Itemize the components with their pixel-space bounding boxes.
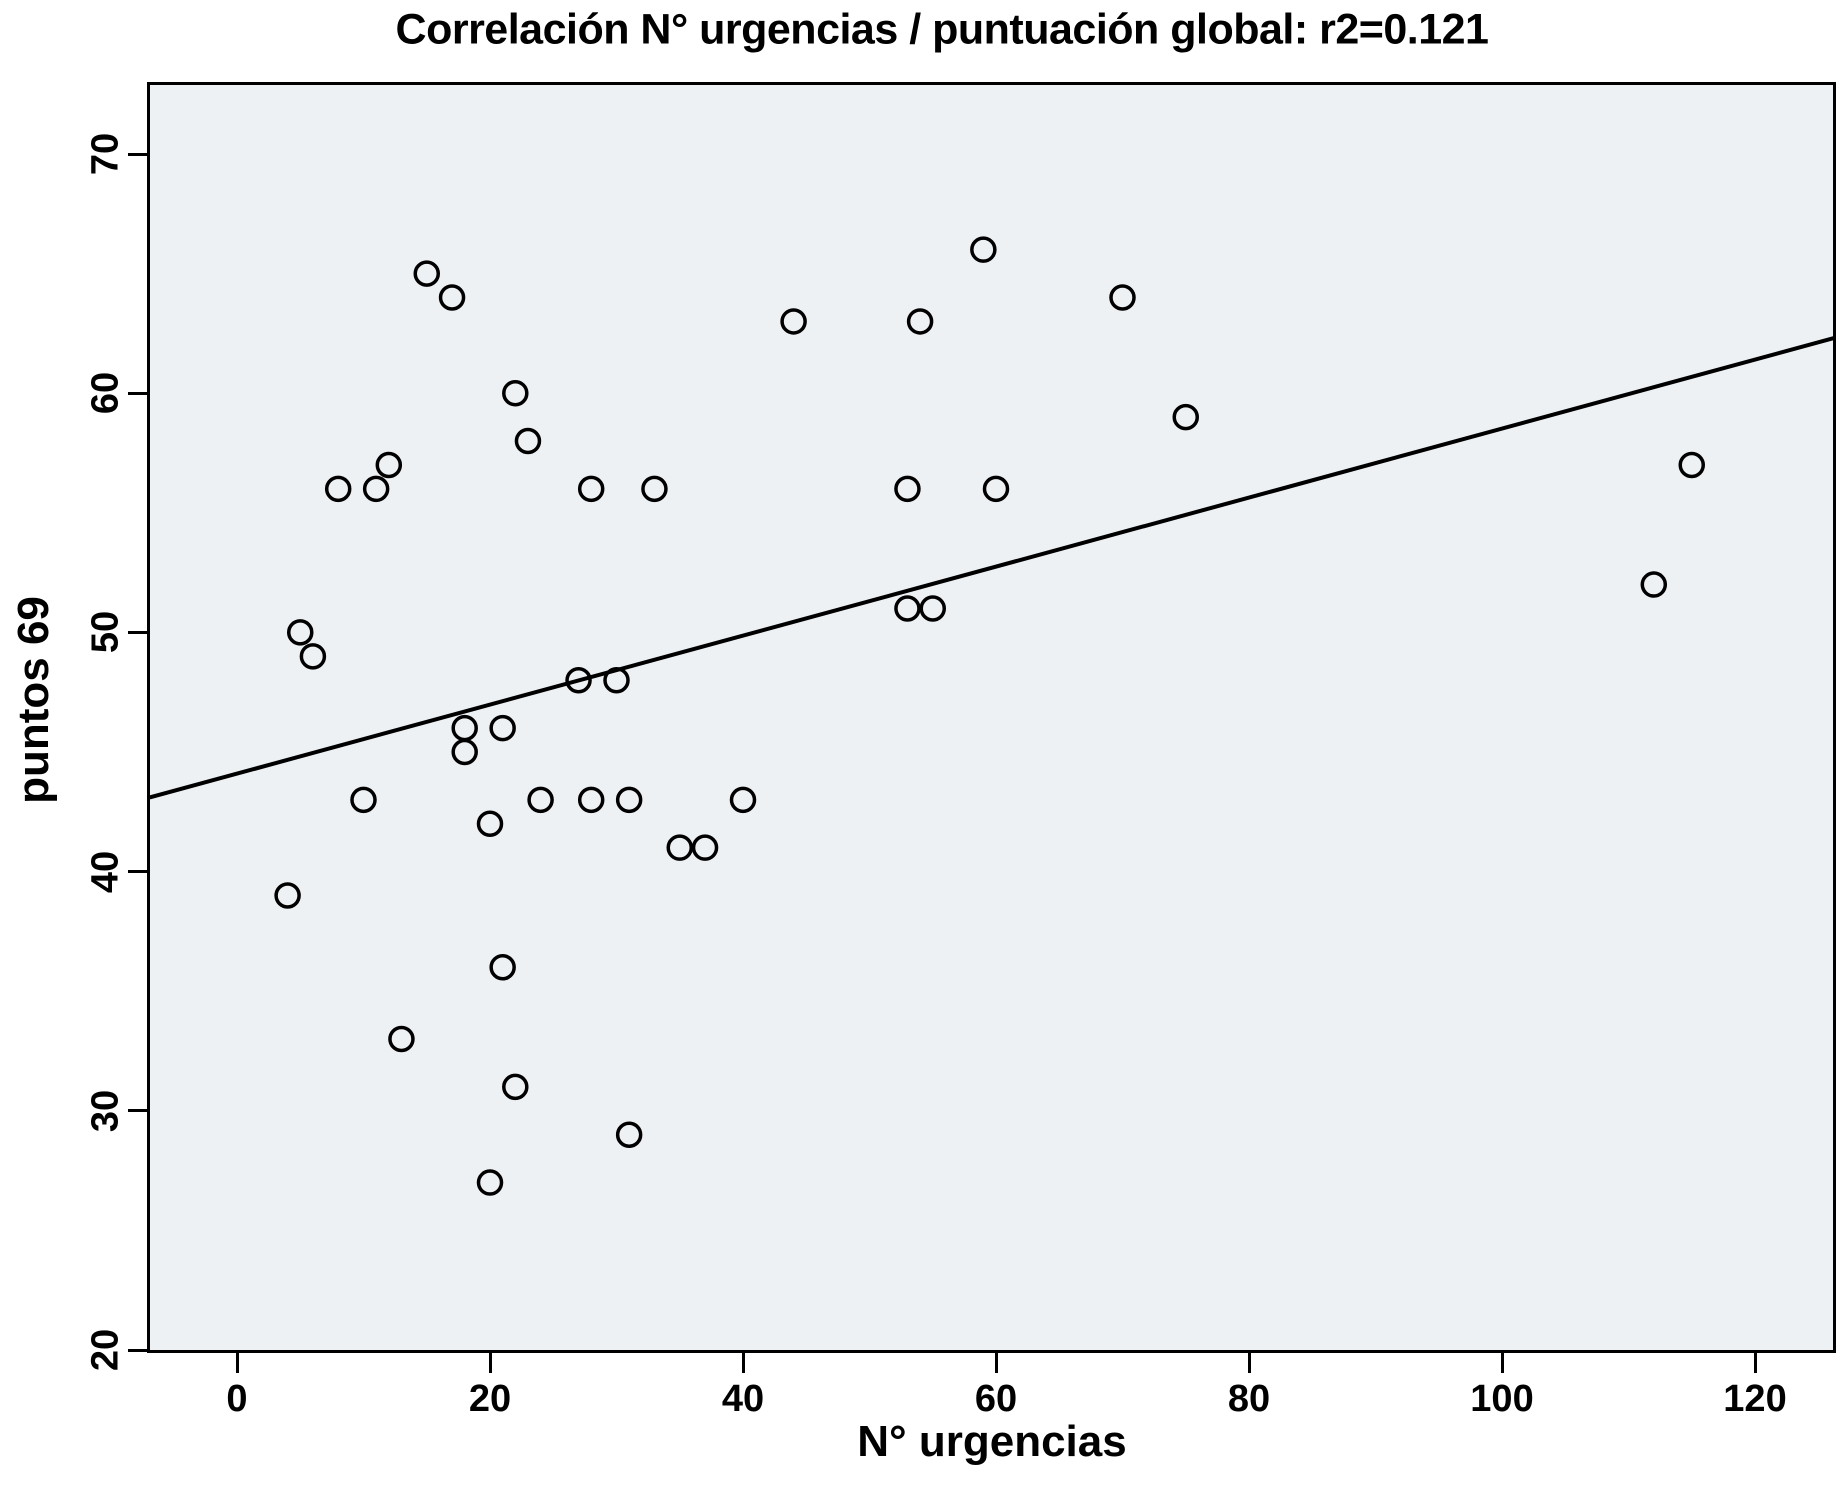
y-tick bbox=[128, 1109, 148, 1113]
x-tick-label: 120 bbox=[1723, 1378, 1787, 1420]
y-tick-label: 70 bbox=[84, 132, 127, 176]
y-tick bbox=[128, 870, 148, 874]
data-point bbox=[413, 260, 440, 287]
data-point bbox=[603, 666, 630, 694]
data-point bbox=[982, 475, 1010, 503]
scatter-svg bbox=[150, 85, 1833, 1350]
data-point bbox=[514, 427, 542, 455]
x-tick bbox=[1247, 1353, 1251, 1373]
data-point bbox=[691, 834, 719, 861]
x-tick bbox=[741, 1353, 745, 1373]
data-point bbox=[451, 738, 478, 766]
data-point bbox=[1640, 571, 1668, 598]
data-point bbox=[615, 1121, 643, 1148]
data-point bbox=[577, 786, 605, 814]
x-tick bbox=[1500, 1353, 1504, 1373]
data-point bbox=[350, 786, 377, 814]
y-tick bbox=[128, 1348, 148, 1352]
y-tick-label: 60 bbox=[84, 372, 127, 415]
data-point bbox=[489, 954, 516, 981]
y-tick-label: 30 bbox=[84, 1089, 127, 1132]
x-axis-label: N° urgencias bbox=[857, 1417, 1127, 1466]
data-point bbox=[287, 619, 314, 646]
data-point bbox=[780, 308, 807, 335]
y-tick-label: 50 bbox=[84, 611, 127, 654]
plot-area bbox=[147, 82, 1836, 1353]
y-axis-label: puntos 69 bbox=[9, 596, 58, 804]
data-point bbox=[502, 1073, 529, 1101]
y-tick bbox=[128, 630, 148, 634]
y-tick-label: 40 bbox=[84, 850, 127, 893]
data-point bbox=[375, 451, 403, 479]
data-point bbox=[388, 1025, 415, 1053]
data-point bbox=[476, 1169, 504, 1196]
x-tick-label: 100 bbox=[1470, 1378, 1534, 1420]
data-point bbox=[299, 643, 327, 670]
chart-title: Correlación N° urgencias / puntuación gl… bbox=[395, 5, 1489, 54]
data-point bbox=[906, 308, 934, 335]
x-tick bbox=[235, 1353, 239, 1373]
y-tick-label: 20 bbox=[84, 1328, 127, 1372]
data-point bbox=[970, 236, 997, 263]
y-tick bbox=[128, 391, 148, 395]
data-point bbox=[438, 284, 466, 311]
plot-background bbox=[150, 85, 1833, 1350]
data-point bbox=[274, 882, 301, 909]
y-tick bbox=[128, 152, 148, 156]
data-point bbox=[919, 595, 946, 622]
x-tick-label: 0 bbox=[226, 1378, 248, 1420]
data-point bbox=[324, 475, 352, 503]
data-point bbox=[666, 834, 693, 861]
data-point bbox=[527, 786, 554, 814]
x-tick-label: 40 bbox=[721, 1378, 765, 1420]
data-point bbox=[641, 475, 668, 503]
x-tick-label: 80 bbox=[1227, 1378, 1271, 1420]
x-tick bbox=[1753, 1353, 1757, 1373]
data-point bbox=[1109, 284, 1136, 311]
data-point bbox=[476, 810, 504, 838]
data-point bbox=[1172, 403, 1199, 431]
data-point bbox=[577, 475, 605, 503]
data-point bbox=[565, 666, 592, 694]
data-point bbox=[729, 786, 757, 814]
data-point bbox=[615, 786, 643, 814]
x-tick-label: 20 bbox=[468, 1378, 512, 1420]
x-tick bbox=[994, 1353, 998, 1373]
x-tick bbox=[488, 1353, 492, 1373]
data-point bbox=[362, 475, 390, 503]
data-point bbox=[489, 714, 516, 742]
data-point bbox=[894, 475, 921, 503]
x-tick-label: 60 bbox=[974, 1378, 1018, 1420]
data-point bbox=[1678, 451, 1705, 479]
data-point bbox=[894, 595, 921, 622]
data-point bbox=[502, 379, 529, 407]
trend-line bbox=[150, 336, 1833, 800]
